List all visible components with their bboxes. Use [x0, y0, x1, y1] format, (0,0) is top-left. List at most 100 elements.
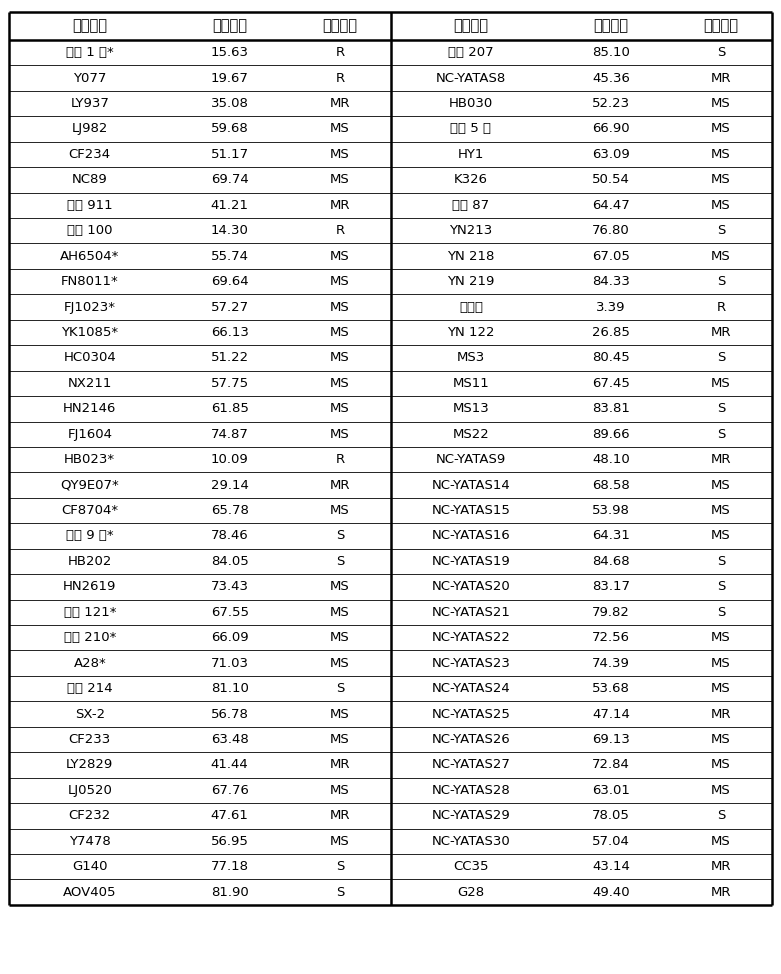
Text: MR: MR: [330, 809, 350, 822]
Text: 78.46: 78.46: [211, 530, 248, 543]
Text: 51.22: 51.22: [211, 352, 249, 364]
Text: 67.45: 67.45: [592, 377, 629, 390]
Text: 63.09: 63.09: [592, 148, 629, 161]
Text: 57.27: 57.27: [211, 301, 249, 314]
Text: NC-YATAS16: NC-YATAS16: [432, 530, 510, 543]
Text: 65.78: 65.78: [211, 505, 248, 517]
Text: MS: MS: [330, 631, 350, 644]
Text: YN 219: YN 219: [448, 275, 494, 288]
Text: 66.13: 66.13: [211, 326, 248, 339]
Text: 56.78: 56.78: [211, 707, 248, 721]
Text: 63.01: 63.01: [592, 784, 629, 797]
Text: 81.90: 81.90: [211, 885, 248, 899]
Text: 53.68: 53.68: [592, 682, 629, 695]
Text: MS: MS: [711, 123, 731, 135]
Text: MS: MS: [330, 326, 350, 339]
Text: 72.56: 72.56: [592, 631, 629, 644]
Text: HN2146: HN2146: [63, 402, 116, 415]
Text: MS: MS: [711, 784, 731, 797]
Text: NC89: NC89: [72, 173, 108, 186]
Text: 69.74: 69.74: [211, 173, 248, 186]
Text: HB023*: HB023*: [64, 453, 116, 467]
Text: MS: MS: [711, 148, 731, 161]
Text: R: R: [335, 453, 344, 467]
Text: R: R: [716, 301, 726, 314]
Text: NC-YATAS26: NC-YATAS26: [432, 733, 510, 746]
Text: S: S: [717, 402, 726, 415]
Text: MS: MS: [711, 682, 731, 695]
Text: FN8011*: FN8011*: [61, 275, 119, 288]
Text: MS: MS: [330, 377, 350, 390]
Text: 云烟 207: 云烟 207: [448, 46, 494, 59]
Text: MR: MR: [711, 860, 731, 873]
Text: 延安 1 号*: 延安 1 号*: [66, 46, 114, 59]
Text: MR: MR: [711, 453, 731, 467]
Text: R: R: [335, 224, 344, 238]
Text: MS: MS: [711, 249, 731, 263]
Text: 41.44: 41.44: [211, 759, 248, 771]
Text: 69.13: 69.13: [592, 733, 629, 746]
Text: MS: MS: [330, 606, 350, 618]
Text: 73.43: 73.43: [211, 581, 248, 593]
Text: S: S: [717, 809, 726, 822]
Text: 74.87: 74.87: [211, 428, 248, 440]
Text: 病情指数: 病情指数: [212, 19, 248, 33]
Text: 66.09: 66.09: [211, 631, 248, 644]
Text: LY937: LY937: [70, 97, 109, 110]
Text: S: S: [717, 352, 726, 364]
Text: NC-YATAS30: NC-YATAS30: [432, 835, 510, 847]
Text: S: S: [717, 275, 726, 288]
Text: 19.67: 19.67: [211, 72, 248, 85]
Text: S: S: [336, 885, 344, 899]
Text: 64.47: 64.47: [592, 199, 629, 211]
Text: CC35: CC35: [453, 860, 489, 873]
Text: 15.63: 15.63: [211, 46, 248, 59]
Text: R: R: [335, 46, 344, 59]
Text: MR: MR: [330, 97, 350, 110]
Text: 品种名称: 品种名称: [73, 19, 107, 33]
Text: SX-2: SX-2: [75, 707, 105, 721]
Text: YN 122: YN 122: [448, 326, 494, 339]
Text: MR: MR: [711, 72, 731, 85]
Text: 63.48: 63.48: [211, 733, 248, 746]
Text: NC-YATAS20: NC-YATAS20: [432, 581, 510, 593]
Text: 云烟 214: 云烟 214: [67, 682, 112, 695]
Text: S: S: [717, 606, 726, 618]
Text: MS: MS: [330, 123, 350, 135]
Text: 贵烟 9 号*: 贵烟 9 号*: [66, 530, 113, 543]
Text: MS: MS: [330, 275, 350, 288]
Text: MS: MS: [711, 656, 731, 670]
Text: MS: MS: [330, 402, 350, 415]
Text: S: S: [717, 46, 726, 59]
Text: 云烟 87: 云烟 87: [452, 199, 490, 211]
Text: QY9E07*: QY9E07*: [60, 478, 119, 492]
Text: 抗性评价: 抗性评价: [323, 19, 358, 33]
Text: 85.10: 85.10: [592, 46, 629, 59]
Text: HB202: HB202: [68, 555, 112, 568]
Text: LJ982: LJ982: [72, 123, 108, 135]
Text: AH6504*: AH6504*: [60, 249, 119, 263]
Text: MS: MS: [330, 733, 350, 746]
Text: NC-YATAS22: NC-YATAS22: [431, 631, 510, 644]
Text: MS: MS: [711, 377, 731, 390]
Text: 26.85: 26.85: [592, 326, 629, 339]
Text: 89.66: 89.66: [592, 428, 629, 440]
Text: 56.95: 56.95: [211, 835, 248, 847]
Text: LJ0520: LJ0520: [67, 784, 112, 797]
Text: MS: MS: [330, 428, 350, 440]
Text: MS: MS: [330, 173, 350, 186]
Text: 53.98: 53.98: [592, 505, 629, 517]
Text: MR: MR: [330, 478, 350, 492]
Text: NC-YATAS8: NC-YATAS8: [436, 72, 506, 85]
Text: YN 218: YN 218: [448, 249, 494, 263]
Text: Y7478: Y7478: [69, 835, 111, 847]
Text: HN2619: HN2619: [63, 581, 116, 593]
Text: 72.84: 72.84: [592, 759, 629, 771]
Text: CF233: CF233: [69, 733, 111, 746]
Text: 29.14: 29.14: [211, 478, 248, 492]
Text: 3.39: 3.39: [596, 301, 626, 314]
Text: MS: MS: [711, 759, 731, 771]
Text: 51.17: 51.17: [211, 148, 249, 161]
Text: MS: MS: [330, 249, 350, 263]
Text: S: S: [336, 860, 344, 873]
